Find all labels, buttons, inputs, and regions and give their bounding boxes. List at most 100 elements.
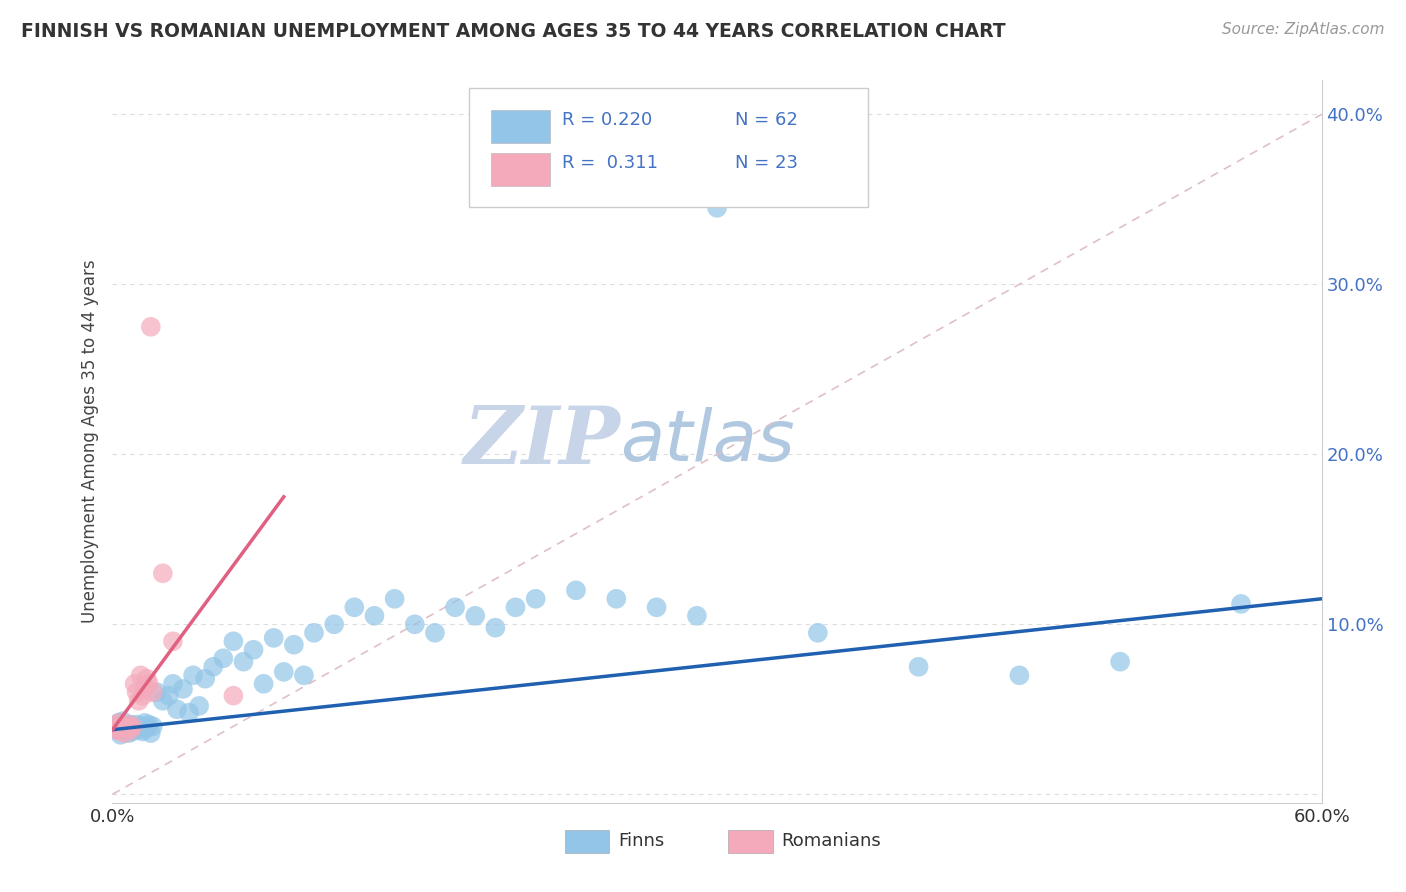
- Point: [384, 591, 406, 606]
- Point: [107, 715, 129, 730]
- Point: [124, 721, 146, 735]
- FancyBboxPatch shape: [491, 153, 550, 186]
- Point: [134, 681, 156, 696]
- Point: [128, 723, 150, 737]
- Point: [115, 719, 138, 733]
- Point: [1230, 597, 1253, 611]
- Point: [212, 651, 235, 665]
- Point: [129, 719, 152, 733]
- Point: [363, 608, 385, 623]
- FancyBboxPatch shape: [491, 110, 550, 143]
- Point: [645, 600, 668, 615]
- Point: [166, 702, 188, 716]
- Point: [162, 677, 184, 691]
- Point: [404, 617, 426, 632]
- Point: [120, 717, 142, 731]
- Point: [103, 719, 125, 733]
- Point: [1008, 668, 1031, 682]
- Point: [139, 319, 162, 334]
- Point: [423, 625, 446, 640]
- Point: [323, 617, 346, 632]
- Point: [273, 665, 295, 679]
- Point: [343, 600, 366, 615]
- Point: [138, 717, 160, 731]
- Point: [105, 723, 128, 737]
- Point: [263, 631, 285, 645]
- Point: [139, 726, 162, 740]
- Point: [1109, 655, 1132, 669]
- Point: [110, 728, 132, 742]
- Point: [111, 719, 134, 733]
- Point: [253, 677, 276, 691]
- Text: R = 0.220: R = 0.220: [562, 111, 652, 129]
- Text: Romanians: Romanians: [782, 832, 882, 850]
- Point: [120, 723, 142, 737]
- Point: [152, 566, 174, 581]
- Text: N = 62: N = 62: [735, 111, 799, 129]
- Point: [686, 608, 709, 623]
- Text: Source: ZipAtlas.com: Source: ZipAtlas.com: [1222, 22, 1385, 37]
- Point: [105, 723, 128, 737]
- Point: [524, 591, 547, 606]
- Point: [565, 583, 588, 598]
- Point: [181, 668, 204, 682]
- Point: [807, 625, 830, 640]
- Point: [134, 715, 156, 730]
- Point: [162, 634, 184, 648]
- Point: [292, 668, 315, 682]
- FancyBboxPatch shape: [470, 87, 868, 207]
- Point: [242, 642, 264, 657]
- Point: [706, 201, 728, 215]
- Text: FINNISH VS ROMANIAN UNEMPLOYMENT AMONG AGES 35 TO 44 YEARS CORRELATION CHART: FINNISH VS ROMANIAN UNEMPLOYMENT AMONG A…: [21, 22, 1005, 41]
- Point: [142, 719, 165, 733]
- Text: atlas: atlas: [620, 407, 794, 476]
- Point: [202, 660, 225, 674]
- Point: [157, 689, 180, 703]
- Point: [907, 660, 929, 674]
- Point: [121, 724, 143, 739]
- Point: [110, 724, 132, 739]
- Point: [115, 721, 138, 735]
- Point: [444, 600, 467, 615]
- Point: [132, 724, 155, 739]
- Y-axis label: Unemployment Among Ages 35 to 44 years: Unemployment Among Ages 35 to 44 years: [80, 260, 98, 624]
- Point: [128, 694, 150, 708]
- Point: [232, 655, 254, 669]
- Text: R =  0.311: R = 0.311: [562, 154, 658, 172]
- Point: [283, 638, 305, 652]
- Point: [132, 689, 155, 703]
- Point: [125, 685, 148, 699]
- Point: [117, 726, 139, 740]
- Point: [177, 706, 200, 720]
- Point: [188, 698, 211, 713]
- Point: [146, 685, 169, 699]
- Point: [142, 685, 165, 699]
- Point: [605, 591, 627, 606]
- Point: [114, 723, 136, 737]
- Point: [107, 715, 129, 730]
- Text: ZIP: ZIP: [464, 403, 620, 480]
- Point: [194, 672, 217, 686]
- Point: [135, 721, 157, 735]
- Point: [222, 634, 245, 648]
- Point: [121, 719, 143, 733]
- Point: [138, 677, 160, 691]
- Point: [129, 668, 152, 682]
- FancyBboxPatch shape: [728, 830, 773, 853]
- FancyBboxPatch shape: [565, 830, 609, 853]
- Point: [464, 608, 486, 623]
- Point: [124, 677, 146, 691]
- Point: [114, 726, 136, 740]
- Point: [152, 694, 174, 708]
- Point: [111, 714, 134, 729]
- Point: [125, 717, 148, 731]
- Point: [135, 672, 157, 686]
- Point: [484, 621, 506, 635]
- Point: [505, 600, 527, 615]
- Text: Finns: Finns: [617, 832, 664, 850]
- Point: [222, 689, 245, 703]
- Point: [302, 625, 325, 640]
- Point: [117, 717, 139, 731]
- Point: [172, 681, 194, 696]
- Point: [103, 719, 125, 733]
